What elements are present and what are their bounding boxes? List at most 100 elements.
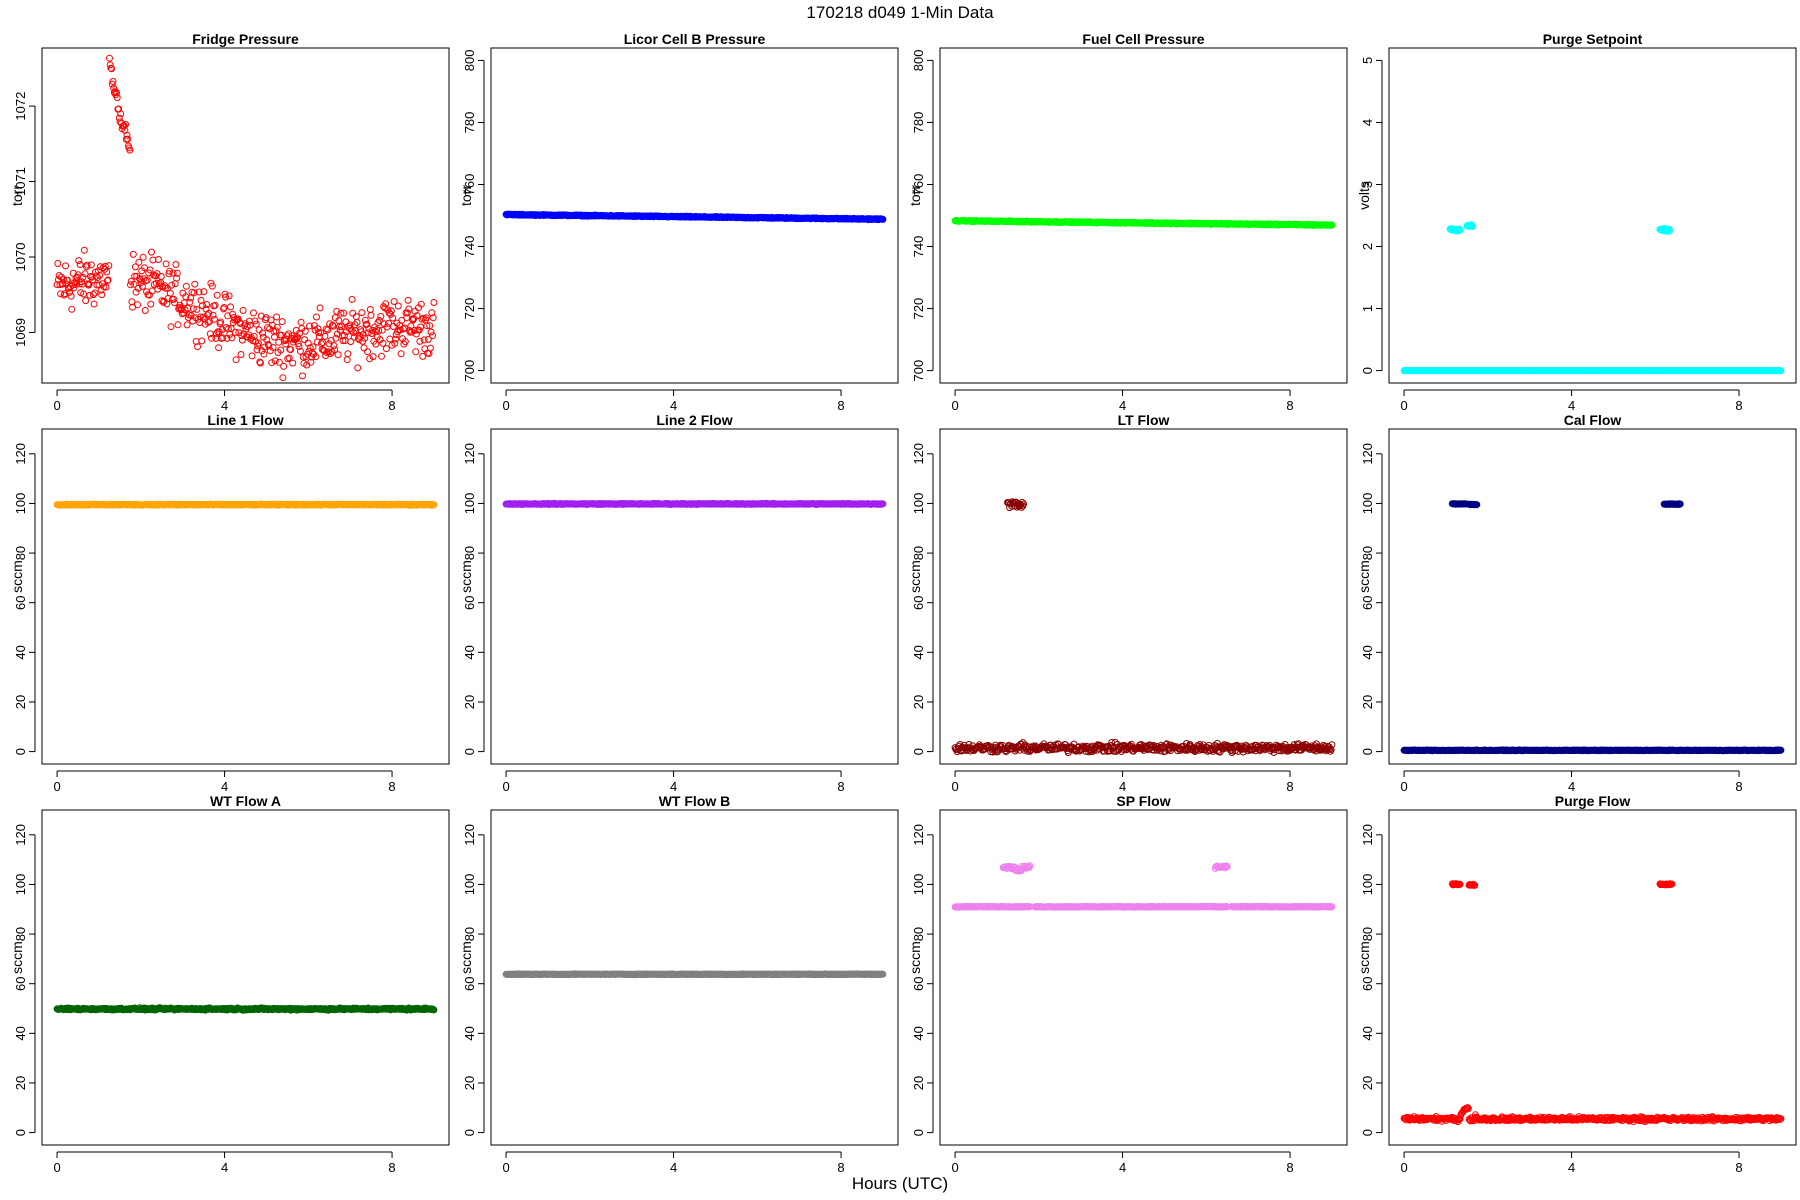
data-point [190, 289, 198, 297]
data-point [385, 319, 392, 327]
data-point [410, 327, 418, 334]
data-point [68, 305, 76, 313]
data-point [272, 327, 280, 335]
data-point [344, 350, 352, 358]
data-point [1328, 221, 1336, 229]
data-point [79, 273, 87, 281]
data-point [273, 323, 281, 331]
x-tick-label: 0 [502, 398, 509, 413]
data-point [301, 327, 309, 335]
data-point [345, 325, 353, 332]
data-point [359, 331, 367, 338]
y-tick-label: 80 [911, 546, 926, 560]
data-point [417, 323, 425, 331]
data-point [294, 340, 302, 348]
y-tick-label: 100 [13, 493, 28, 515]
plot-frame [490, 428, 899, 765]
data-point [105, 262, 113, 270]
data-point [424, 335, 432, 343]
data-point [229, 310, 237, 318]
data-point [321, 332, 329, 340]
y-tick-label: 2 [1360, 243, 1375, 250]
data-point [382, 300, 390, 308]
y-tick-label: 1071 [13, 167, 28, 196]
data-point [257, 312, 265, 320]
y-tick-label: 4 [1360, 119, 1375, 126]
data-point [297, 318, 305, 326]
data-point [250, 333, 258, 340]
y-tick-label: 1 [1360, 305, 1375, 312]
data-point [428, 309, 436, 317]
data-point [325, 340, 333, 348]
data-point [139, 253, 147, 261]
data-points [502, 210, 887, 224]
data-point [219, 334, 227, 342]
data-point [238, 336, 246, 344]
data-point [173, 269, 181, 277]
data-point [193, 305, 201, 313]
data-point [168, 281, 176, 289]
data-point [254, 339, 262, 347]
data-point [80, 246, 88, 254]
y-tick-label: 700 [462, 360, 477, 382]
data-point [85, 281, 92, 289]
y-axis-label: torr [907, 185, 923, 206]
data-points [1400, 500, 1785, 755]
data-point [336, 323, 343, 331]
data-point [419, 352, 427, 360]
data-point [338, 323, 346, 331]
y-tick-label: 3 [1360, 181, 1375, 188]
data-point [387, 310, 395, 318]
data-point [326, 350, 334, 357]
data-point [296, 347, 304, 355]
y-axis-label: sccm [1356, 560, 1372, 593]
data-point [1456, 226, 1464, 234]
data-point [360, 344, 368, 352]
plot-frame [939, 47, 1348, 384]
x-tick-label: 4 [221, 398, 228, 413]
data-point [64, 276, 72, 284]
data-point [172, 261, 180, 268]
data-point [331, 346, 339, 354]
data-point [299, 372, 306, 380]
data-point [260, 350, 268, 358]
data-point [423, 322, 431, 330]
data-point [57, 290, 65, 298]
data-point [324, 348, 332, 356]
data-point [387, 307, 395, 315]
data-point [429, 314, 437, 322]
data-point [1455, 225, 1463, 233]
data-point [277, 346, 285, 354]
data-point [422, 314, 430, 322]
x-tick-label: 4 [670, 398, 677, 413]
data-point [120, 122, 128, 130]
data-point [117, 110, 125, 118]
data-point [348, 295, 356, 303]
data-point [89, 291, 97, 299]
x-tick-label: 8 [1286, 398, 1293, 413]
data-point [427, 328, 435, 336]
data-point [204, 318, 212, 326]
data-point [389, 314, 397, 322]
data-point [215, 344, 223, 352]
data-point [134, 301, 141, 309]
data-point [361, 316, 369, 324]
data-point [166, 267, 174, 275]
y-tick-label: 760 [462, 174, 477, 196]
y-tick-label: 0 [13, 748, 28, 755]
data-point [108, 65, 116, 73]
data-point [106, 54, 113, 62]
data-point [225, 292, 233, 300]
y-tick-label: 100 [462, 493, 477, 515]
data-point [289, 359, 297, 367]
y-tick-label: 5 [1360, 57, 1375, 64]
data-point [353, 319, 361, 326]
y-tick-label: 60 [1360, 595, 1375, 609]
data-points [951, 498, 1336, 757]
x-tick-label: 8 [1735, 779, 1742, 794]
data-point [301, 336, 309, 344]
y-axis-label: sccm [907, 560, 923, 593]
